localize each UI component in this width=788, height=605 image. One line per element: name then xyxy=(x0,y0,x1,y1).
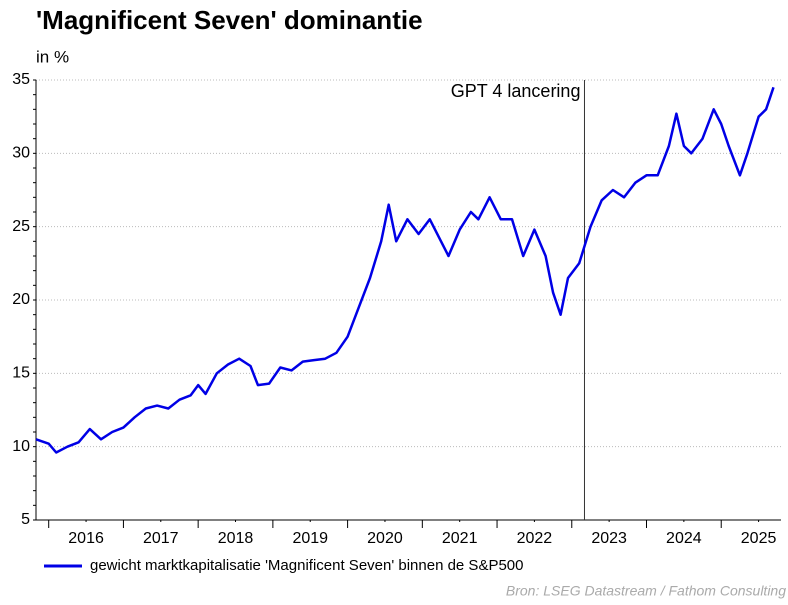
y-tick-label: 35 xyxy=(12,71,30,88)
y-tick-label: 10 xyxy=(12,438,30,455)
y-tick-label: 30 xyxy=(12,145,30,162)
y-tick-label: 5 xyxy=(21,511,30,528)
x-tick-label: 2018 xyxy=(218,530,254,547)
legend-label: gewicht marktkapitalisatie 'Magnificent … xyxy=(90,557,523,574)
chart-subtitle: in % xyxy=(36,47,69,66)
x-tick-label: 2020 xyxy=(367,530,403,547)
chart-title: 'Magnificent Seven' dominantie xyxy=(36,5,423,35)
source: Bron: LSEG Datastream / Fathom Consultin… xyxy=(506,583,786,599)
x-tick-label: 2017 xyxy=(143,530,179,547)
x-tick-label: 2022 xyxy=(517,530,553,547)
y-tick-label: 15 xyxy=(12,365,30,382)
x-tick-label: 2023 xyxy=(591,530,627,547)
x-tick-label: 2024 xyxy=(666,530,702,547)
x-tick-label: 2016 xyxy=(68,530,104,547)
y-tick-label: 25 xyxy=(12,218,30,235)
x-tick-label: 2025 xyxy=(741,530,777,547)
annotation-label: GPT 4 lancering xyxy=(451,81,581,101)
x-tick-label: 2019 xyxy=(292,530,328,547)
series-line xyxy=(35,86,775,454)
x-tick-label: 2021 xyxy=(442,530,478,547)
y-tick-label: 20 xyxy=(12,291,30,308)
